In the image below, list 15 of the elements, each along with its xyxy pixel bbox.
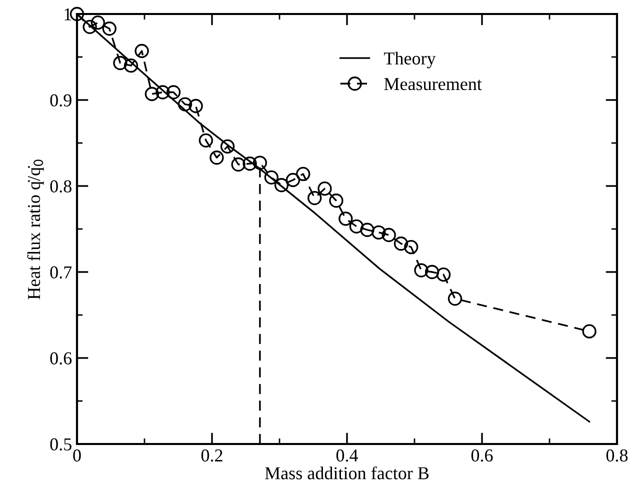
y-tick-label: 0.6 <box>50 352 72 365</box>
y-tick-label: 0.8 <box>50 180 72 193</box>
legend-label: Measurement <box>384 78 482 90</box>
y-tick-label: 1 <box>64 8 72 20</box>
legend-label: Theory <box>384 52 436 68</box>
x-tick-label: 0.4 <box>336 449 358 462</box>
y-tick-label: 0.7 <box>50 266 72 279</box>
x-axis-title: Mass addition factor B <box>265 466 429 480</box>
x-tick-label: 0.8 <box>606 449 628 462</box>
x-tick-label: 0 <box>73 449 81 462</box>
y-tick-label: 0.9 <box>50 94 72 107</box>
x-tick-label: 0.6 <box>471 449 493 462</box>
y-axis-title: Heat flux ratio q̇/q̇$_{0}$ <box>27 160 44 300</box>
y-tick-label: 0.5 <box>50 438 72 451</box>
x-tick-label: 0.2 <box>201 449 222 462</box>
